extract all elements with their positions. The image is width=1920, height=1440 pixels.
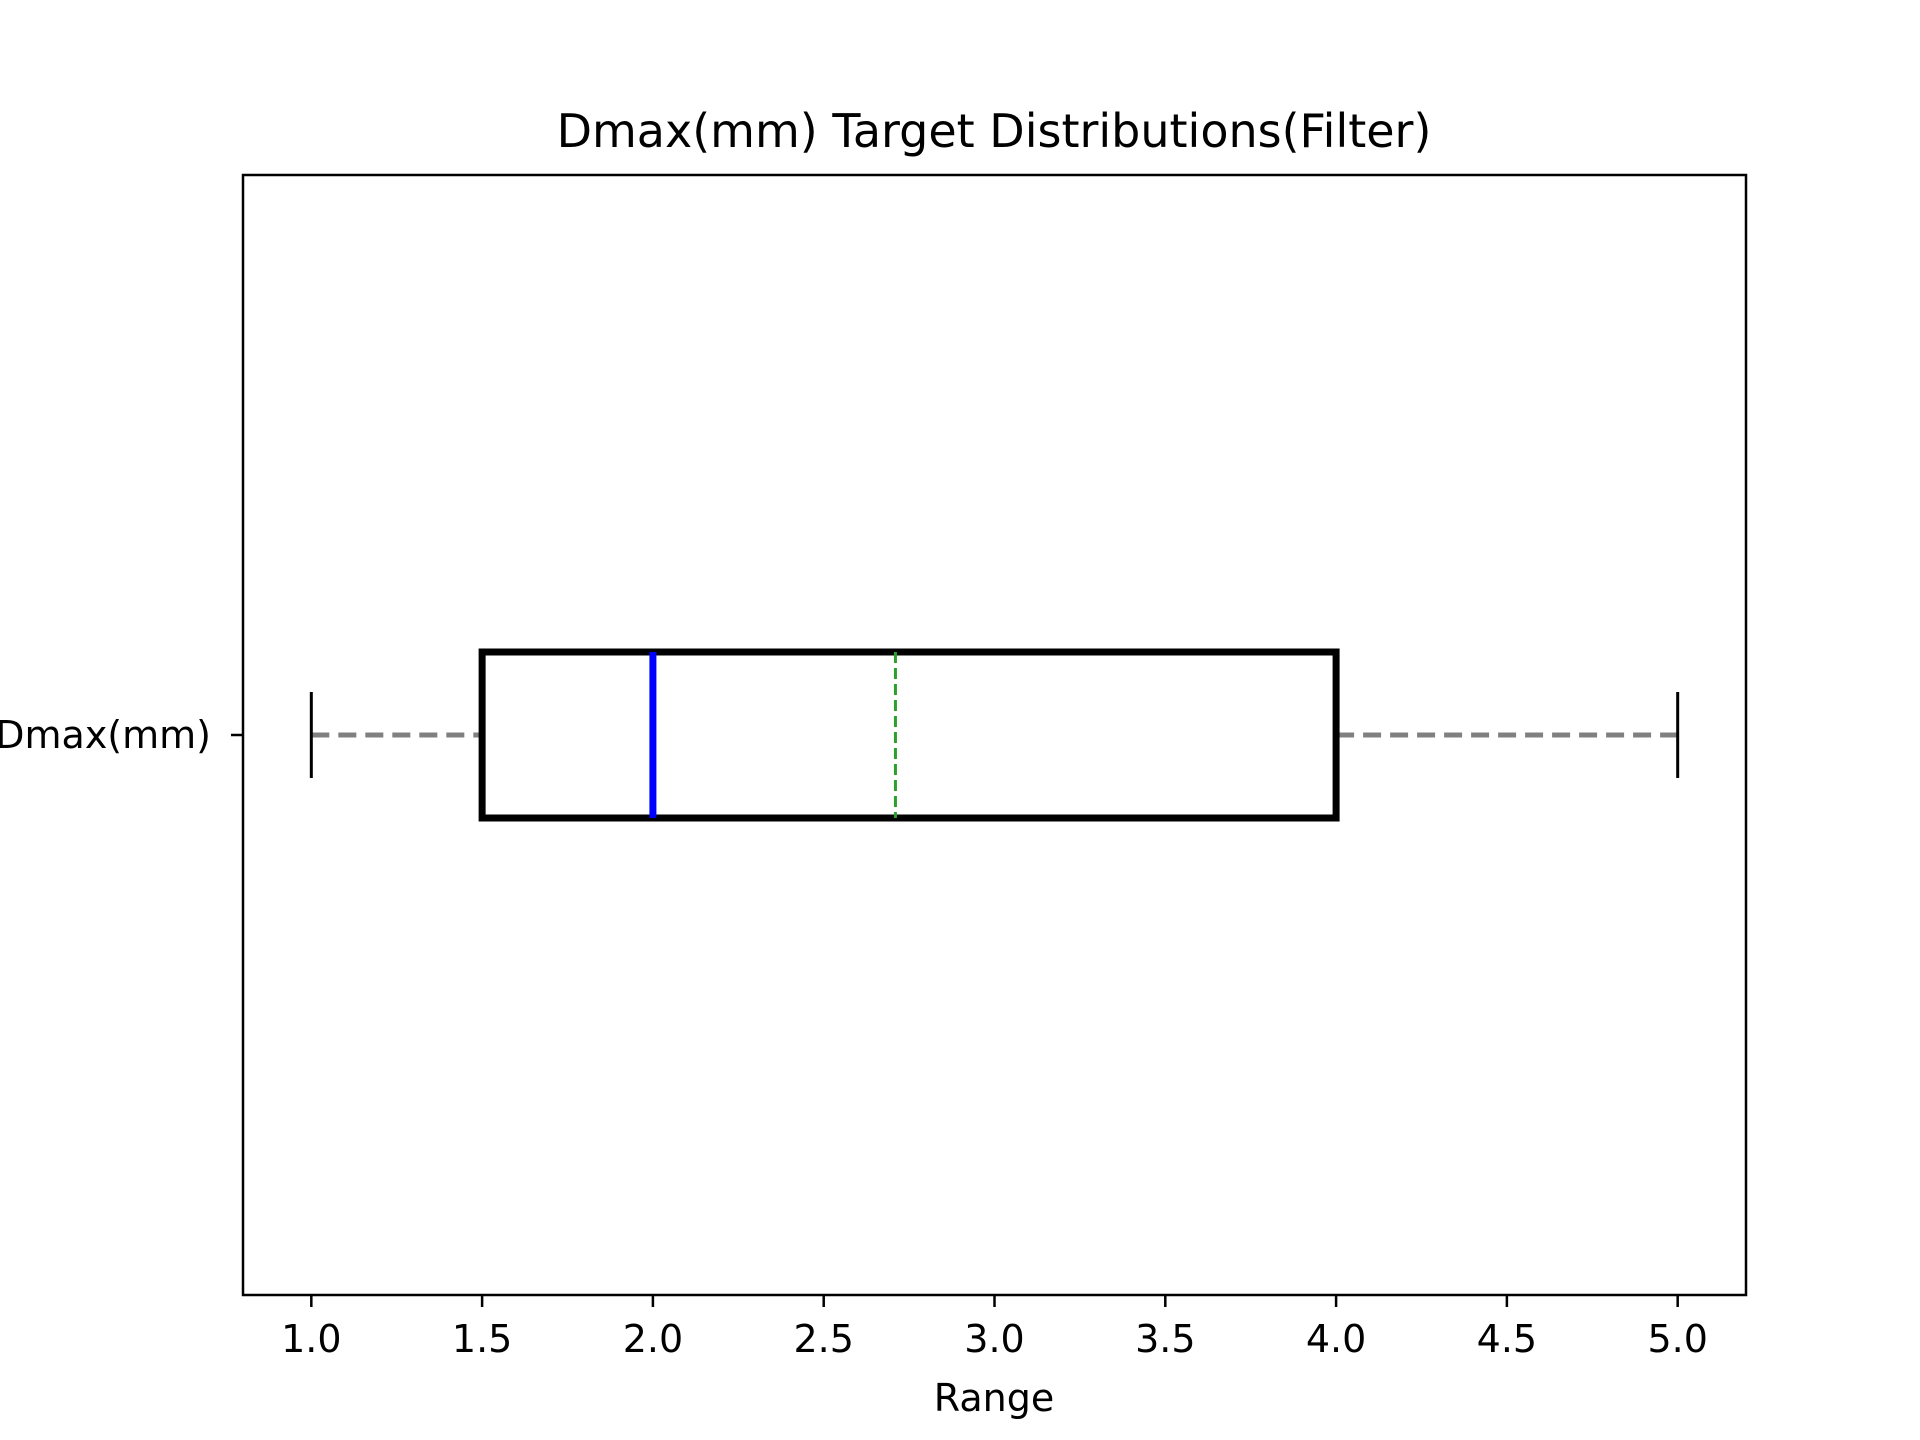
x-tick-label: 4.0 <box>1306 1317 1366 1361</box>
x-tick-label: 4.5 <box>1477 1317 1537 1361</box>
x-tick-label: 2.5 <box>793 1317 853 1361</box>
x-tick-label: 2.0 <box>623 1317 683 1361</box>
box-plot-layer <box>309 648 1680 822</box>
x-tick-label: 1.0 <box>281 1317 341 1361</box>
x-axis-ticks: 1.0 1.5 2.0 2.5 3.0 3.5 4.0 4.5 5.0 <box>281 1295 1708 1361</box>
y-tick-label: Dmax(mm) <box>0 713 211 757</box>
x-tick-label: 3.5 <box>1135 1317 1195 1361</box>
chart-title: Dmax(mm) Target Distributions(Filter) <box>557 104 1432 158</box>
y-axis-ticks: Dmax(mm) <box>0 713 243 757</box>
iqr-box <box>478 648 1340 822</box>
x-tick-label: 3.0 <box>964 1317 1024 1361</box>
x-tick-label: 5.0 <box>1647 1317 1707 1361</box>
x-axis-label: Range <box>934 1376 1054 1420</box>
x-tick-label: 1.5 <box>452 1317 512 1361</box>
